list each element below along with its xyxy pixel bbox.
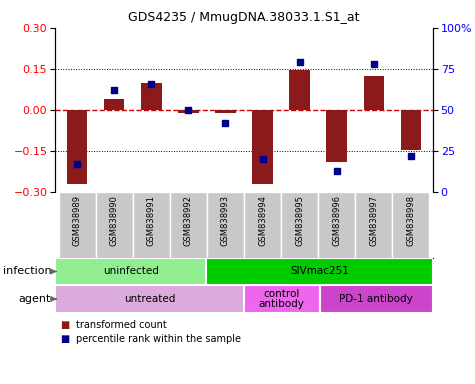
Bar: [206, 258, 433, 285]
Point: [222, 120, 229, 126]
Bar: [289, 70, 310, 110]
Bar: [355, 192, 392, 258]
Point: [259, 156, 266, 162]
Text: GSM838991: GSM838991: [147, 195, 156, 245]
Text: control
antibody: control antibody: [259, 289, 305, 310]
Bar: [67, 110, 87, 184]
Bar: [318, 192, 355, 258]
Bar: [207, 192, 244, 258]
Bar: [141, 83, 162, 110]
Bar: [59, 192, 96, 258]
Text: ■: ■: [60, 320, 69, 330]
Text: GSM838994: GSM838994: [258, 195, 267, 245]
Text: GSM838995: GSM838995: [295, 195, 304, 245]
Text: agent: agent: [19, 294, 51, 304]
Bar: [133, 192, 170, 258]
Text: transformed count: transformed count: [76, 320, 167, 330]
Bar: [281, 192, 318, 258]
Point: [370, 61, 378, 67]
Bar: [178, 110, 199, 113]
Point: [407, 153, 415, 159]
Bar: [55, 285, 244, 313]
Text: infection: infection: [2, 266, 51, 276]
Point: [74, 161, 81, 167]
Text: SIVmac251: SIVmac251: [290, 266, 349, 276]
Text: GSM838993: GSM838993: [221, 195, 230, 246]
Text: GSM838992: GSM838992: [184, 195, 193, 245]
Bar: [392, 192, 429, 258]
Text: GSM838998: GSM838998: [406, 195, 415, 246]
Text: PD-1 antibody: PD-1 antibody: [340, 294, 413, 304]
Point: [296, 60, 304, 66]
Text: GSM838989: GSM838989: [73, 195, 82, 246]
Bar: [96, 192, 133, 258]
Bar: [55, 258, 206, 285]
Title: GDS4235 / MmugDNA.38033.1.S1_at: GDS4235 / MmugDNA.38033.1.S1_at: [128, 11, 360, 24]
Point: [111, 87, 118, 93]
Text: GSM838990: GSM838990: [110, 195, 119, 245]
Text: ■: ■: [60, 334, 69, 344]
Bar: [252, 110, 273, 184]
Bar: [170, 192, 207, 258]
Bar: [104, 99, 124, 110]
Bar: [244, 192, 281, 258]
Point: [148, 81, 155, 87]
Text: GSM838997: GSM838997: [369, 195, 378, 246]
Bar: [320, 285, 433, 313]
Text: uninfected: uninfected: [103, 266, 159, 276]
Bar: [244, 285, 320, 313]
Bar: [215, 110, 236, 113]
Text: GSM838996: GSM838996: [332, 195, 341, 246]
Bar: [400, 110, 421, 150]
Point: [185, 107, 192, 113]
Text: untreated: untreated: [124, 294, 175, 304]
Bar: [326, 110, 347, 162]
Point: [333, 167, 341, 174]
Bar: [363, 76, 384, 110]
Text: percentile rank within the sample: percentile rank within the sample: [76, 334, 241, 344]
